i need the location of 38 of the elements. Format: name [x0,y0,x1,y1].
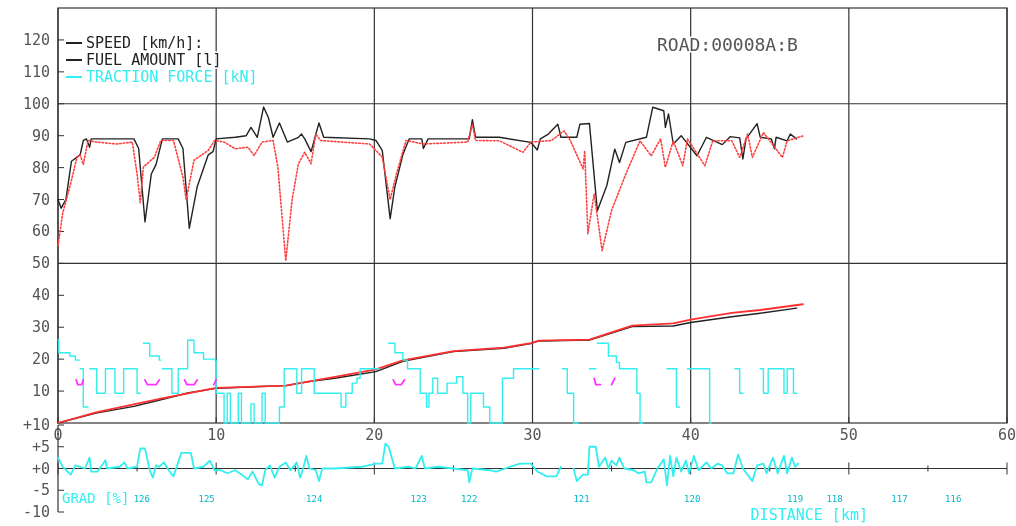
x-tick-label: 40 [681,426,700,444]
x-axis-title: DISTANCE [km] [750,506,868,524]
y-tick-label: +5 [31,437,50,456]
y-tick-label: 20 [31,350,50,369]
y-tick-label: +0 [31,459,50,478]
annotation: 124 [306,494,323,504]
annotation: 121 [573,494,590,504]
y-tick-label: 110 [22,62,50,81]
annotation: 120 [684,494,701,504]
legend-label: SPEED [km/h]: [86,34,204,52]
annotation: 117 [891,494,908,504]
legend-label: TRACTION FORCE [kN] [86,68,258,86]
y-tick-label: 120 [22,30,50,49]
x-tick-label: 60 [997,426,1016,444]
y-tick-label: 10 [31,382,50,401]
annotation: 116 [945,494,962,504]
y-tick-label: 60 [31,222,50,241]
y-tick-label: 100 [22,94,50,113]
annotation: 119 [786,494,804,504]
y-axis-title: GRAD [%] [62,490,130,506]
annotation: 126 [133,494,150,504]
y-tick-label: 70 [31,190,50,209]
y-tick-label: +10 [22,416,50,434]
x-tick-label: 10 [207,426,226,444]
annotation: 123 [410,494,427,504]
y-tick-label: 40 [31,286,50,305]
y-tick-label: 80 [31,158,50,177]
x-tick-label: 30 [523,426,542,444]
y-tick-label: 90 [31,126,50,145]
y-tick-label: 50 [31,254,50,273]
annotation: 122 [461,494,478,504]
x-tick-label: 50 [839,426,858,444]
y-tick-label: -5 [31,481,50,500]
y-tick-label: 30 [31,318,50,337]
annotation: 125 [198,494,215,504]
x-tick-label: 20 [365,426,384,444]
y-tick-label: -10 [22,503,50,521]
annotation: 118 [826,494,843,504]
